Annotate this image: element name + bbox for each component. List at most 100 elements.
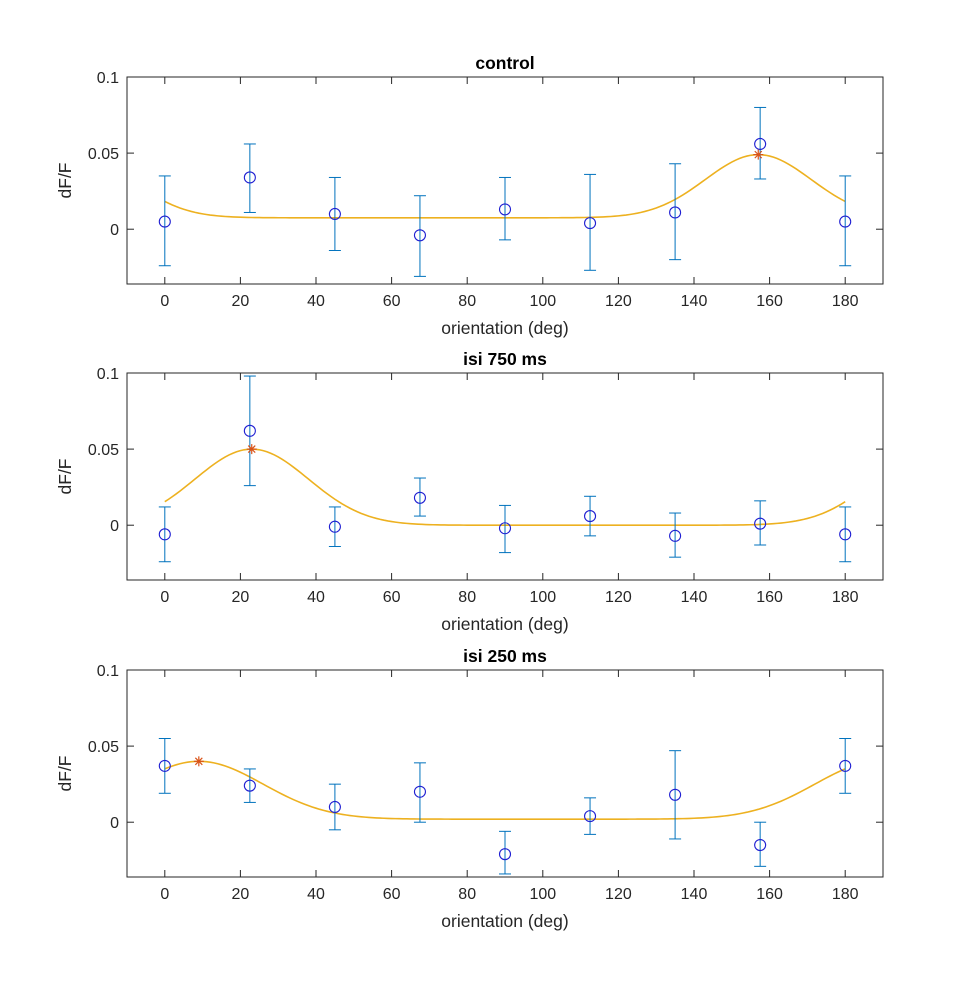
error-bar (584, 797, 597, 835)
x-tick-label: 120 (605, 886, 632, 903)
x-tick-label: 40 (307, 886, 325, 903)
error-bar (839, 737, 852, 794)
error-bar (584, 495, 597, 537)
x-tick-label: 140 (681, 886, 708, 903)
peak-stroke-d2 (247, 445, 256, 454)
error-bar (243, 768, 256, 803)
error-bar (328, 176, 341, 252)
peak-marker (753, 149, 764, 160)
x-tick-label: 160 (756, 589, 783, 606)
data-point (413, 491, 427, 504)
error-bar (413, 762, 426, 823)
error-bar (158, 737, 171, 794)
y-tick-label: 0.05 (88, 442, 119, 459)
data-point (158, 528, 171, 541)
x-axis-label: orientation (deg) (441, 318, 568, 338)
data-point (669, 788, 682, 801)
data-point (328, 520, 341, 533)
x-tick-label: 60 (383, 886, 401, 903)
panel-title: control (475, 53, 534, 73)
peak-stroke-d2 (194, 757, 203, 766)
fit-curve (164, 760, 846, 820)
y-axis-label: dF/F (55, 756, 75, 792)
data-point (498, 848, 512, 861)
x-tick-label: 60 (383, 589, 401, 606)
axes-box (126, 76, 884, 285)
data-point (243, 424, 256, 437)
error-bar (754, 500, 767, 546)
data-point (583, 810, 597, 823)
y-axis-label: dF/F (55, 163, 75, 199)
error-bar (413, 195, 426, 277)
data-point (243, 171, 256, 184)
data-point (328, 207, 341, 221)
data-point (498, 203, 512, 216)
error-bar (158, 175, 171, 267)
error-bar (499, 504, 511, 554)
peak-stroke-d2 (754, 150, 763, 159)
x-tick-label: 60 (383, 293, 401, 310)
error-bar (669, 750, 682, 840)
panel-3: 0 20 40 60 80 100 120 140 160 180 0 0.05 0.1 orientat… (55, 646, 884, 931)
data-point (158, 215, 171, 228)
x-tick-label: 100 (529, 589, 556, 606)
error-bar (499, 830, 511, 875)
x-tick-label: 20 (232, 293, 250, 310)
y-tick-label: 0.05 (88, 739, 119, 756)
error-bar (328, 783, 341, 831)
x-tick-label: 0 (160, 886, 169, 903)
y-tick-label: 0.1 (97, 70, 119, 87)
data-point (413, 785, 427, 798)
x-tick-label: 160 (756, 886, 783, 903)
x-tick-label: 100 (529, 886, 556, 903)
y-tick-label: 0.05 (88, 146, 119, 163)
x-tick-label: 180 (832, 589, 859, 606)
x-tick-label: 40 (307, 293, 325, 310)
error-bar (839, 175, 852, 267)
data-point (583, 217, 597, 230)
data-point (413, 229, 427, 242)
y-tick-label: 0 (110, 815, 119, 832)
data-point (839, 528, 852, 541)
y-tick-label: 0.1 (97, 663, 119, 680)
panel-1: 0 20 40 60 80 100 120 140 160 180 0 0.05 0.1 orientat… (55, 53, 884, 338)
x-axis-label: orientation (deg) (441, 911, 568, 931)
x-tick-label: 40 (307, 589, 325, 606)
error-bar (669, 512, 682, 558)
data-point (669, 529, 682, 542)
error-bar (669, 163, 682, 261)
error-bar (499, 176, 511, 241)
axes-box (126, 669, 884, 878)
error-bar (328, 506, 341, 548)
x-tick-label: 0 (160, 293, 169, 310)
data-point (669, 206, 682, 219)
data-point (498, 522, 512, 535)
error-bar (158, 506, 171, 563)
data-point (328, 800, 341, 814)
error-bar (243, 143, 256, 213)
x-tick-label: 0 (160, 589, 169, 606)
peak-marker (246, 444, 257, 455)
y-tick-label: 0 (110, 518, 119, 535)
data-point (839, 215, 852, 228)
y-axis-label: dF/F (55, 459, 75, 495)
x-tick-label: 120 (605, 589, 632, 606)
data-point (754, 137, 767, 151)
y-tick-label: 0.1 (97, 366, 119, 383)
x-tick-label: 180 (832, 293, 859, 310)
x-tick-label: 80 (458, 589, 476, 606)
peak-marker (193, 756, 204, 767)
error-bar (584, 173, 597, 271)
data-point (243, 779, 256, 792)
x-tick-label: 20 (232, 589, 250, 606)
axes-box (126, 372, 884, 581)
x-axis-label: orientation (deg) (441, 614, 568, 634)
x-tick-label: 120 (605, 293, 632, 310)
x-tick-label: 80 (458, 886, 476, 903)
error-bar (754, 106, 767, 180)
y-tick-label: 0 (110, 222, 119, 239)
panel-title: isi 750 ms (463, 349, 547, 369)
data-point (754, 517, 767, 530)
